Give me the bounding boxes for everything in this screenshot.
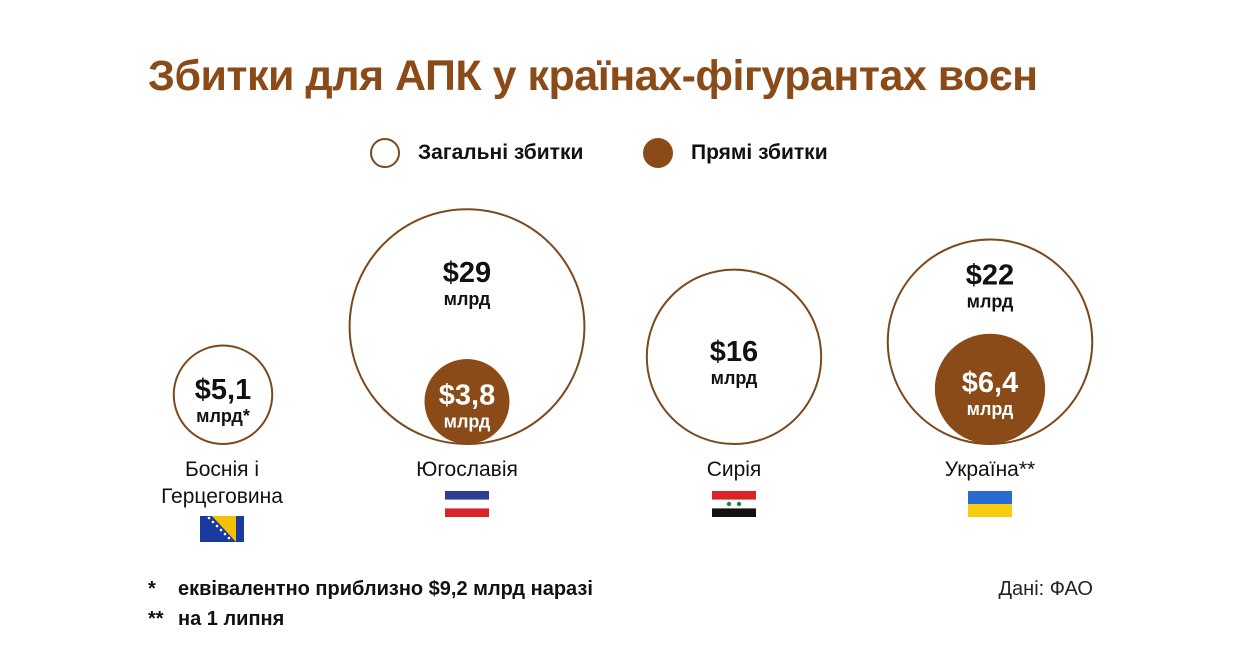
country-name-line1: Югославія (416, 458, 518, 481)
legend-total-label: Загальні збитки (418, 141, 584, 164)
total-bubble (348, 208, 586, 445)
total-value-label: $5,1 (195, 374, 251, 406)
legend-item-direct: Прямі збитки (643, 138, 828, 168)
total-unit-label: млрд* (196, 406, 250, 426)
footnote-text: на 1 липня (178, 608, 285, 630)
legend: Загальні збитки Прямі збитки (0, 138, 1239, 178)
direct-bubble (424, 359, 510, 444)
flag-ukraine-icon (968, 491, 1012, 517)
footnotes: * еквівалентно приблизно $9,2 млрд нараз… (148, 574, 593, 634)
legend-item-total: Загальні збитки (370, 138, 583, 168)
flag-syria-icon (712, 491, 756, 517)
direct-value-label: $6,4 (962, 367, 1018, 399)
country-label-yugoslavia: Югославія (357, 456, 577, 483)
footnote-mark: ** (148, 608, 164, 630)
country-label-syria: Сирія (624, 456, 844, 483)
flag-bosnia-icon (200, 516, 244, 542)
footnote-1: * еквівалентно приблизно $9,2 млрд нараз… (148, 574, 593, 604)
legend-direct-label: Прямі збитки (691, 141, 828, 164)
legend-direct-swatch-icon (643, 138, 673, 168)
total-value-label: $16 (710, 336, 758, 368)
total-unit-label: млрд (967, 292, 1014, 312)
legend-total-swatch-icon (370, 138, 400, 168)
footnote-text: еквівалентно приблизно $9,2 млрд наразі (178, 578, 593, 600)
flag-yugoslavia-icon (445, 491, 489, 517)
country-name-line2: Герцеговина (161, 485, 283, 508)
total-unit-label: млрд (711, 368, 758, 388)
total-bubble (645, 268, 823, 445)
total-bubble (172, 344, 274, 446)
source-note: Дані: ФАО (998, 578, 1094, 600)
direct-unit-label: млрд (967, 399, 1014, 419)
country-label-ukraine: Україна** (880, 456, 1100, 483)
country-name-line1: Україна** (944, 458, 1036, 481)
total-unit-label: млрд (444, 289, 491, 309)
footnote-mark: * (148, 578, 156, 600)
country-name-line1: Сирія (706, 458, 762, 481)
direct-value-label: $3,8 (439, 380, 495, 412)
footnote-2: ** на 1 липня (148, 604, 593, 634)
direct-bubble (934, 333, 1046, 444)
total-value-label: $22 (966, 260, 1014, 292)
country-name-line1: Боснія і (184, 458, 260, 481)
chart-title: Збитки для АПК у країнах-фігурантах воєн (148, 52, 1038, 100)
total-value-label: $29 (443, 257, 491, 289)
country-label-bosnia: Боснія і Герцеговина (112, 456, 332, 510)
direct-unit-label: млрд (444, 412, 491, 432)
